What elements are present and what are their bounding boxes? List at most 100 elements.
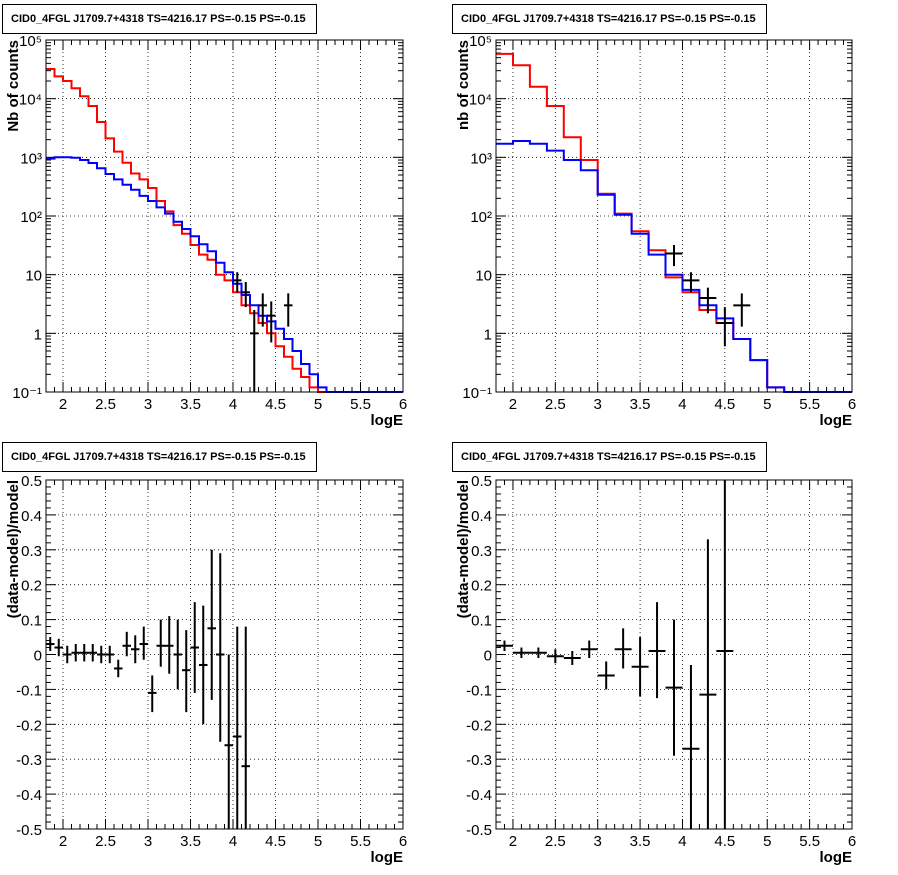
x-tick-label: 2 — [59, 833, 67, 850]
data-point — [682, 664, 700, 829]
x-tick-label: 6 — [399, 833, 407, 850]
y-tick-label: -0.5 — [466, 822, 492, 839]
y-tick-label: 10³ — [20, 150, 42, 167]
data-point — [199, 605, 208, 725]
y-tick-label: -0.4 — [466, 787, 492, 804]
data-point — [190, 602, 199, 693]
x-axis-label: logE — [371, 849, 404, 866]
y-tick-label: -0.2 — [466, 717, 492, 734]
x-axis-label: logE — [371, 412, 404, 429]
data-point — [182, 630, 191, 713]
data-point — [216, 553, 225, 742]
x-tick-label: 2.5 — [95, 833, 116, 850]
y-tick-label: 0.5 — [471, 473, 492, 490]
data-point — [563, 651, 581, 665]
data-point — [716, 307, 734, 347]
x-axis-label: logE — [820, 849, 853, 866]
chart-panel-4: CID0_4FGL J1709.7+4318 TS=4216.17 PS=-0.… — [452, 442, 856, 866]
x-tick-label: 3.5 — [630, 833, 651, 850]
data-point — [614, 628, 632, 669]
y-tick-label: 0.1 — [21, 613, 42, 630]
data-point — [529, 647, 547, 658]
data-point — [156, 619, 165, 667]
data-point — [148, 675, 157, 713]
y-tick-label: 10⁻¹ — [462, 385, 492, 402]
chart-title: CID0_4FGL J1709.7+4318 TS=4216.17 PS=-0.… — [11, 451, 306, 463]
y-tick-label: 10⁴ — [19, 92, 42, 109]
chart-panel-1: CID0_4FGL J1709.7+4318 TS=4216.17 PS=-0.… — [2, 4, 407, 429]
x-tick-label: 4 — [678, 396, 686, 413]
data-point — [139, 626, 148, 660]
y-axis-label: (data-model)/model — [455, 480, 472, 618]
x-tick-label: 2 — [59, 396, 67, 413]
x-tick-label: 4 — [678, 833, 686, 850]
y-tick-label: 0.2 — [471, 578, 492, 595]
y-tick-label: -0.1 — [16, 682, 42, 699]
data-point — [207, 549, 216, 700]
y-tick-label: 0.3 — [471, 543, 492, 560]
x-tick-label: 2.5 — [545, 833, 566, 850]
y-tick-label: -0.4 — [16, 787, 42, 804]
x-tick-label: 5.5 — [799, 833, 820, 850]
data-point — [597, 661, 615, 690]
x-tick-label: 5.5 — [799, 396, 820, 413]
model-histogram-blue — [46, 156, 403, 393]
x-axis-label: logE — [820, 412, 853, 429]
x-tick-label: 4.5 — [714, 833, 735, 850]
data-point — [699, 287, 717, 314]
y-tick-label: 10⁵ — [19, 33, 42, 50]
y-tick-label: 10⁴ — [469, 92, 492, 109]
data-point — [733, 293, 751, 327]
x-tick-label: 3 — [144, 833, 152, 850]
data-point — [88, 644, 97, 662]
y-tick-label: -0.5 — [16, 822, 42, 839]
y-tick-label: 0.5 — [21, 473, 42, 490]
chart-panel-3: CID0_4FGL J1709.7+4318 TS=4216.17 PS=-0.… — [2, 442, 407, 866]
x-tick-label: 2.5 — [95, 396, 116, 413]
data-point — [241, 626, 250, 829]
model-histogram-red — [496, 52, 852, 393]
y-tick-label: 10⁵ — [469, 33, 492, 50]
x-tick-label: 3 — [594, 396, 602, 413]
x-tick-label: 5.5 — [350, 396, 371, 413]
data-point — [512, 647, 530, 658]
x-tick-label: 2.5 — [545, 396, 566, 413]
title-box — [452, 442, 767, 472]
data-point — [46, 637, 55, 652]
data-point — [80, 644, 89, 662]
y-tick-label: 0 — [484, 648, 492, 665]
y-tick-label: 10² — [20, 209, 42, 226]
data-point — [546, 649, 564, 664]
y-tick-label: -0.3 — [466, 752, 492, 769]
title-box — [452, 4, 767, 34]
y-tick-label: 0 — [34, 648, 42, 665]
y-tick-label: 0.2 — [21, 578, 42, 595]
plot-frame — [45, 479, 404, 830]
y-tick-label: 10² — [470, 209, 492, 226]
data-point — [241, 281, 250, 308]
data-point — [71, 644, 80, 662]
x-tick-label: 4.5 — [265, 833, 286, 850]
data-point — [165, 616, 174, 674]
y-tick-label: 0.3 — [21, 543, 42, 560]
y-tick-label: 10⁻¹ — [12, 385, 42, 402]
x-tick-label: 3 — [594, 833, 602, 850]
x-tick-label: 5 — [763, 396, 771, 413]
x-tick-label: 6 — [848, 833, 856, 850]
data-point — [496, 640, 513, 652]
data-point — [233, 272, 242, 293]
data-point — [665, 245, 683, 267]
data-point — [122, 631, 131, 657]
x-tick-label: 4 — [229, 833, 237, 850]
data-point — [258, 293, 267, 327]
x-tick-label: 2 — [509, 833, 517, 850]
y-tick-label: 10 — [475, 268, 492, 285]
x-tick-label: 2 — [509, 396, 517, 413]
x-tick-label: 5.5 — [350, 833, 371, 850]
title-box — [2, 4, 317, 34]
y-tick-label: 10 — [25, 268, 42, 285]
y-tick-label: 0.4 — [21, 508, 42, 525]
chart-panel-2: CID0_4FGL J1709.7+4318 TS=4216.17 PS=-0.… — [452, 4, 856, 429]
x-tick-label: 4 — [229, 396, 237, 413]
